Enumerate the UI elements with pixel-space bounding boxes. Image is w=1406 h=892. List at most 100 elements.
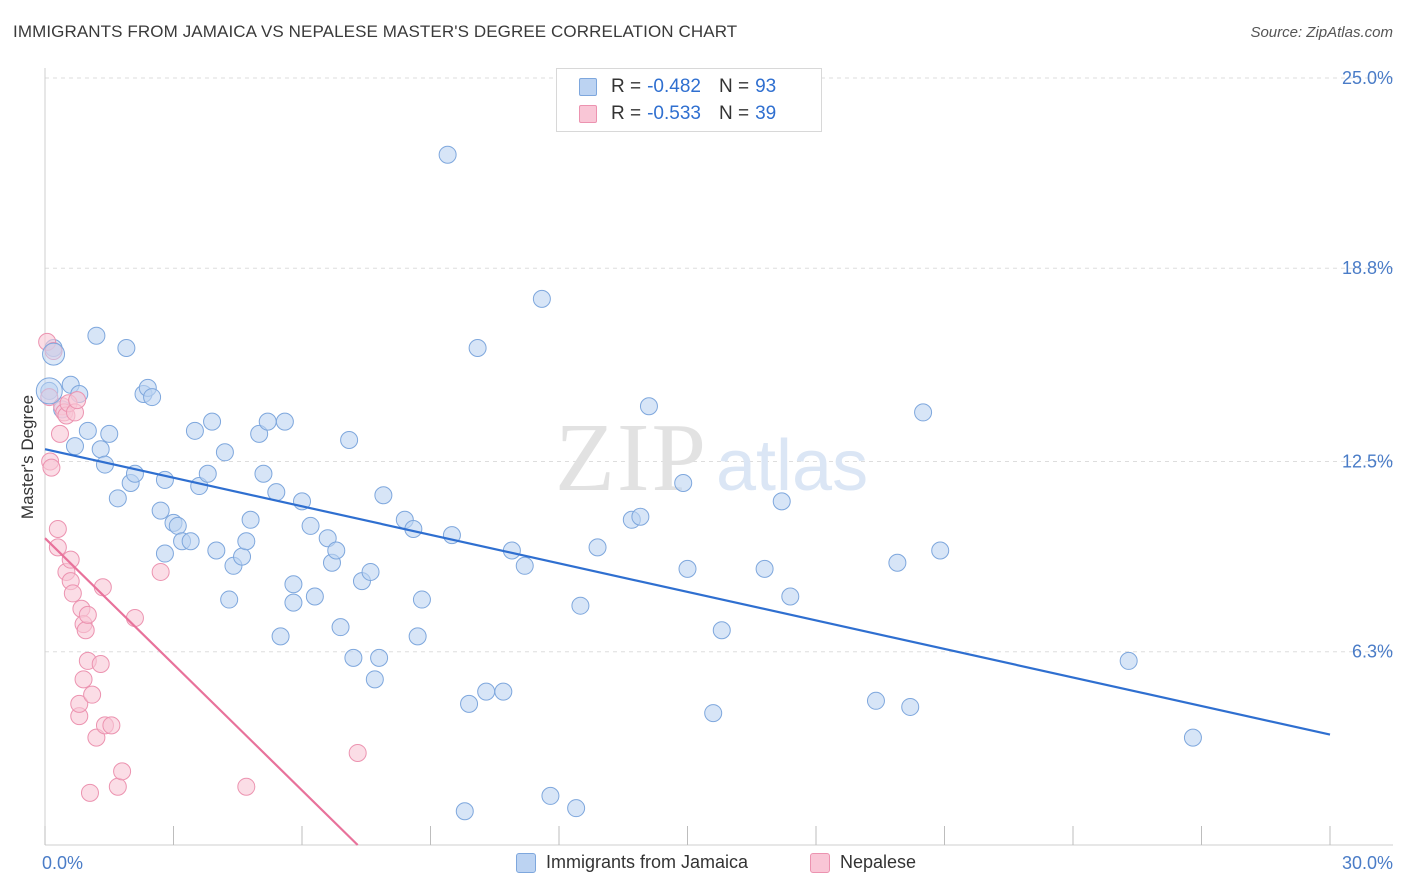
trendline-jamaica [44,448,1331,736]
point-jamaica [494,682,513,701]
point-jamaica [460,694,479,713]
point-jamaica [203,412,222,431]
point-jamaica [258,412,277,431]
point-jamaica [267,483,286,502]
point-jamaica [412,590,431,609]
point-jamaica [185,421,204,440]
point-jamaica-cluster [42,342,66,366]
point-nepalese [48,538,67,557]
point-nepalese [83,685,102,704]
bottom-legend-jamaica: Immigrants from Jamaica [516,852,748,873]
point-jamaica [438,145,457,164]
point-jamaica [100,424,119,443]
point-nepalese [125,608,144,627]
bottom-legend-label-jamaica: Immigrants from Jamaica [546,852,749,872]
point-jamaica [1183,728,1202,747]
point-jamaica [455,802,474,821]
point-jamaica [108,489,127,508]
point-nepalese [70,694,89,713]
point-jamaica [365,670,384,689]
point-nepalese [237,777,256,796]
point-jamaica [344,648,363,667]
chart-title: IMMIGRANTS FROM JAMAICA VS NEPALESE MAST… [13,22,738,41]
point-jamaica [284,575,303,594]
source-note: Source: ZipAtlas.com [1250,24,1393,41]
legend-row-nepalese: R = -0.533 N = 39 [579,102,776,126]
grid-layer [45,77,1393,653]
point-jamaica [207,541,226,560]
point-jamaica [361,562,380,581]
trendline-nepalese [44,537,359,846]
x-tick-label-max: 30.0% [1342,853,1393,873]
y-tick-label: 6.3% [1352,642,1393,662]
point-jamaica [901,697,920,716]
point-jamaica-cluster [35,377,63,405]
point-jamaica [374,486,393,505]
x-tick-label-min: 0.0% [42,853,83,873]
point-jamaica [151,501,170,520]
point-jamaica [250,424,269,443]
legend-r-label: R = [611,76,642,97]
point-nepalese [74,670,93,689]
bottom-legend-nepalese: Nepalese [810,852,916,873]
watermark-zip: ZIP [555,404,708,512]
point-jamaica [914,403,933,422]
point-jamaica [233,547,252,566]
point-nepalese [76,621,95,640]
watermark-atlas: atlas [716,426,868,506]
point-jamaica [639,397,658,416]
point-nepalese [87,728,106,747]
point-nepalese [113,762,132,781]
point-jamaica [1119,651,1138,670]
point-nepalese [91,654,110,673]
point-jamaica [87,326,106,345]
legend-n-value: 93 [755,76,777,97]
stats-legend: R = -0.482 N = 93 R = -0.533 N = 39 [556,68,822,132]
point-jamaica [143,388,162,407]
point-jamaica [65,437,84,456]
point-jamaica [888,553,907,572]
point-jamaica [408,627,427,646]
point-jamaica [678,559,697,578]
tick-labels: 6.3% 12.5% 18.8% 25.0% 0.0% 30.0% [42,68,1393,873]
point-jamaica [567,799,586,818]
point-nepalese [348,743,367,762]
point-jamaica [588,538,607,557]
point-jamaica [91,440,110,459]
point-jamaica [866,691,885,710]
legend-r-value: -0.533 [647,103,701,124]
legend-n-value: 39 [755,103,777,124]
point-jamaica [318,529,337,548]
point-jamaica [340,431,359,450]
point-jamaica [220,590,239,609]
point-jamaica [755,559,774,578]
points-layer [35,145,1202,821]
point-jamaica [704,704,723,723]
point-nepalese [48,519,67,538]
legend-swatch-jamaica [579,78,597,96]
legend-n-label: N = [718,103,750,124]
point-jamaica [215,443,234,462]
point-jamaica [117,338,136,357]
point-jamaica [931,541,950,560]
point-jamaica [254,464,273,483]
point-jamaica [541,786,560,805]
point-jamaica [331,618,350,637]
point-nepalese [63,584,82,603]
point-jamaica [155,544,174,563]
point-nepalese [50,424,69,443]
legend-row-jamaica: R = -0.482 N = 93 [579,75,776,99]
point-jamaica [168,516,187,535]
point-jamaica [571,596,590,615]
point-jamaica [78,421,97,440]
point-nepalese [42,458,61,477]
point-jamaica [468,338,487,357]
watermark: ZIP atlas [555,404,868,512]
point-jamaica [284,593,303,612]
point-jamaica [237,532,256,551]
point-jamaica [477,682,496,701]
point-nepalese [61,550,80,569]
point-jamaica [275,412,294,431]
point-jamaica [181,532,200,551]
